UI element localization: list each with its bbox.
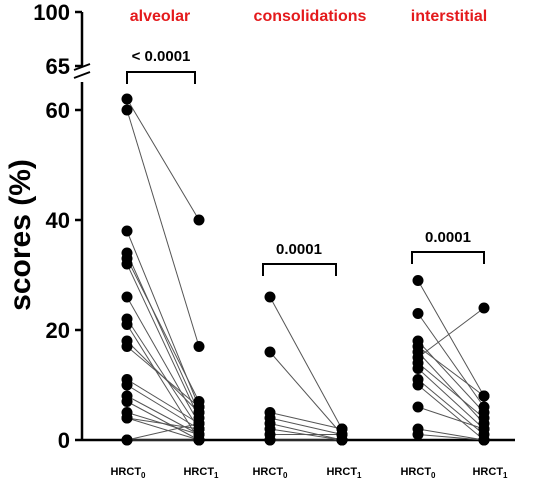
point-interstitial-t0-0 [412,275,424,286]
point-consolidations-t0-1 [264,346,276,358]
pair-line-alveolar-14 [126,401,200,441]
point-alveolar-t0-2 [121,225,133,237]
y-ticks [75,10,82,442]
pair-line-alveolar-12 [126,384,200,430]
point-interstitial-t0-9 [412,379,424,391]
pair-line-alveolar-1 [126,109,200,347]
bracket-consolidations [262,263,337,276]
pair-line-interstitial-7 [417,368,485,430]
point-alveolar-t0-0 [121,93,133,105]
point-interstitial-t0-1 [412,308,424,319]
y-axis-title: scores (%) [4,159,37,311]
point-alveolar-t0-10 [121,341,133,352]
p-value-alveolar: < 0.0001 [132,48,191,65]
pair-line-alveolar-16 [126,417,200,430]
pair-line-alveolar-5 [126,263,200,419]
point-alveolar-t0-8 [121,319,133,330]
point-interstitial-t1-6 [478,412,490,424]
x-label-alveolar-t1: HRCT1 [183,466,219,480]
group-title-alveolar: alveolar [130,8,190,25]
point-alveolar-t0-6 [121,291,133,303]
point-interstitial-t1-12 [478,434,490,446]
pair-line-interstitial-12 [417,434,485,441]
pair-line-alveolar-4 [126,258,200,402]
x-label-consolidations-t0: HRCT0 [252,466,288,480]
pair-line-consolidations-4 [269,423,343,441]
y-tick-label-0: 0 [58,428,70,453]
pair-line-alveolar-7 [126,318,200,430]
p-value-interstitial: 0.0001 [425,229,471,246]
pair-line-interstitial-3 [417,346,485,397]
pair-line-alveolar-3 [126,252,200,413]
x-label-interstitial-t1: HRCT1 [472,466,508,480]
pair-line-alveolar-0 [126,98,200,221]
y-tick-label-60: 60 [46,98,70,123]
point-interstitial-t0-10 [412,401,424,413]
bracket-interstitial [411,251,485,264]
y-tick-label-65: 65 [46,54,70,79]
pair-line-alveolar-18 [126,423,200,441]
group-title-interstitial: interstitial [411,8,487,25]
x-label-interstitial-t0: HRCT0 [400,466,436,480]
point-consolidations-t0-8 [264,434,276,446]
pair-line-consolidations-0 [269,296,343,430]
pair-line-consolidations-2 [269,412,343,430]
data-marks [121,93,490,446]
point-alveolar-t0-14 [121,396,133,407]
pair-line-interstitial-0 [417,280,485,397]
point-alveolar-t0-1 [121,104,133,116]
pair-line-interstitial-9 [417,384,485,441]
point-alveolar-t1-10 [193,401,205,413]
y-tick-label-20: 20 [46,318,70,343]
point-alveolar-t0-12 [121,379,133,391]
p-value-consolidations: 0.0001 [276,241,322,258]
point-interstitial-t0-12 [412,429,424,440]
point-consolidations-t1-8 [336,434,348,446]
pair-line-alveolar-11 [126,379,200,424]
y-tick-label-100: 100 [33,0,70,25]
x-label-alveolar-t0: HRCT0 [110,466,146,480]
x-category-labels: HRCT0 HRCT1 HRCT0 HRCT1 HRCT0 HRCT1 [110,466,508,480]
pair-line-interstitial-2 [417,340,485,413]
pair-line-interstitial-5 [417,307,485,358]
bracket-alveolar [126,71,196,84]
pair-line-alveolar-10 [126,346,200,408]
point-interstitial-t0-7 [412,363,424,374]
group-title-consolidations: consolidations [254,8,367,25]
point-alveolar-t0-5 [121,258,133,270]
point-alveolar-t0-19 [121,434,133,446]
pair-line-consolidations-1 [269,351,343,435]
pair-line-interstitial-11 [417,428,485,441]
axis-break-mark-bottom [73,71,91,79]
point-interstitial-t1-10 [478,423,490,435]
point-alveolar-t1-0 [193,214,205,226]
point-alveolar-t1-18 [193,418,205,429]
pair-line-interstitial-4 [417,351,485,424]
pair-line-alveolar-13 [126,395,200,435]
x-label-consolidations-t1: HRCT1 [326,466,362,480]
y-tick-label-40: 40 [46,208,70,233]
pair-line-consolidations-3 [269,417,343,435]
point-alveolar-t0-17 [121,412,133,424]
point-consolidations-t0-0 [264,291,276,303]
point-alveolar-t1-19 [193,434,205,446]
point-interstitial-t1-5 [478,302,490,314]
pair-line-alveolar-17 [126,417,200,441]
pair-line-interstitial-6 [417,362,485,419]
pair-line-alveolar-6 [126,296,200,424]
pair-line-interstitial-1 [417,313,485,408]
point-interstitial-t1-3 [478,390,490,402]
point-alveolar-t1-1 [193,341,205,352]
pair-line-interstitial-10 [417,406,485,430]
pair-line-alveolar-8 [126,324,200,441]
